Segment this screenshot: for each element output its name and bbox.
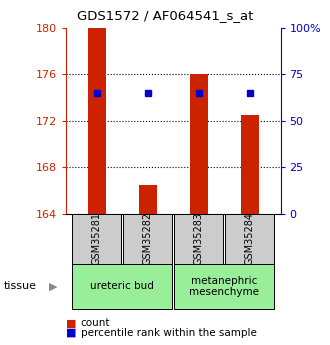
Text: percentile rank within the sample: percentile rank within the sample (81, 328, 257, 338)
Text: GSM35284: GSM35284 (245, 213, 255, 265)
FancyBboxPatch shape (225, 214, 274, 264)
FancyBboxPatch shape (72, 264, 172, 309)
Bar (241, 115, 259, 214)
Text: metanephric
mesenchyme: metanephric mesenchyme (189, 276, 259, 297)
FancyBboxPatch shape (174, 264, 274, 309)
Text: count: count (81, 318, 110, 328)
FancyBboxPatch shape (123, 214, 172, 264)
Text: ■: ■ (66, 318, 77, 328)
FancyBboxPatch shape (72, 214, 121, 264)
Bar (190, 74, 208, 214)
FancyBboxPatch shape (174, 214, 223, 264)
Text: GSM35282: GSM35282 (143, 213, 153, 265)
Text: tissue: tissue (3, 282, 36, 291)
Bar (88, 28, 106, 214)
Bar (139, 185, 157, 214)
Text: GSM35283: GSM35283 (194, 213, 204, 265)
Text: GDS1572 / AF064541_s_at: GDS1572 / AF064541_s_at (77, 9, 253, 22)
Text: GSM35281: GSM35281 (92, 213, 102, 265)
Text: ureteric bud: ureteric bud (90, 282, 154, 291)
Text: ■: ■ (66, 328, 77, 338)
Text: ▶: ▶ (49, 282, 58, 291)
